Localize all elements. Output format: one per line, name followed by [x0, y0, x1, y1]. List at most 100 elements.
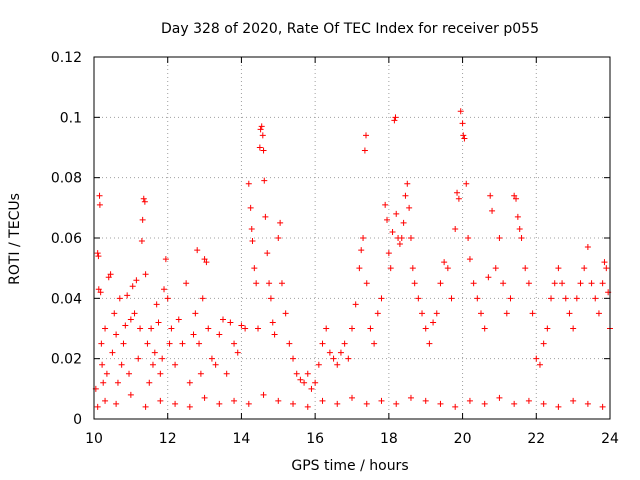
data-point — [400, 219, 407, 226]
data-point — [271, 331, 278, 338]
data-point — [319, 340, 326, 347]
data-point — [98, 340, 105, 347]
data-point — [465, 235, 472, 241]
data-point — [361, 147, 368, 154]
data-point — [363, 132, 370, 139]
data-point — [142, 403, 149, 410]
data-point — [382, 201, 389, 208]
data-point — [107, 271, 114, 278]
y-tick-label: 0.08 — [51, 171, 82, 187]
axis-ticks: 10 12 14 16 18 20 22 24 0 0.02 0.04 0.06 0.08 0.1 0.12 — [51, 50, 619, 447]
data-point — [540, 400, 547, 407]
data-point — [297, 376, 304, 383]
data-point — [269, 319, 276, 326]
data-point — [138, 238, 145, 245]
data-point — [144, 340, 151, 347]
data-point — [500, 280, 507, 287]
data-point — [157, 370, 164, 377]
data-point — [430, 319, 437, 326]
x-tick-label: 20 — [454, 431, 472, 447]
data-point — [205, 325, 212, 332]
data-point — [374, 310, 381, 317]
data-point — [393, 210, 400, 217]
data-point — [406, 204, 413, 211]
grid-lines — [94, 57, 610, 419]
data-point — [290, 400, 297, 407]
x-tick-label: 14 — [233, 431, 251, 447]
data-point — [162, 256, 169, 263]
data-point — [437, 400, 444, 407]
data-point — [562, 295, 569, 302]
data-point — [402, 192, 409, 199]
data-point — [255, 325, 262, 332]
data-point — [142, 271, 149, 278]
data-point — [518, 235, 525, 241]
data-point — [466, 397, 473, 404]
y-tick-label: 0 — [73, 412, 82, 428]
data-point — [570, 397, 577, 404]
data-point — [133, 277, 140, 284]
data-point — [384, 216, 391, 223]
data-point — [196, 340, 203, 347]
data-point — [253, 280, 260, 287]
data-point — [175, 316, 182, 323]
data-point — [194, 247, 201, 254]
data-point — [584, 400, 591, 407]
data-point — [109, 349, 116, 356]
data-point — [242, 325, 249, 332]
data-point — [433, 310, 440, 317]
data-point — [522, 265, 529, 272]
data-point — [116, 295, 123, 302]
data-point — [304, 403, 311, 410]
data-point — [533, 355, 540, 362]
data-point — [540, 340, 547, 347]
data-point — [286, 340, 293, 347]
data-point — [199, 295, 206, 302]
data-point — [334, 361, 341, 368]
data-point — [514, 213, 521, 220]
data-point — [323, 325, 330, 332]
data-point — [489, 207, 496, 214]
data-point — [407, 394, 414, 401]
data-point — [216, 331, 223, 338]
data-point — [157, 397, 164, 404]
data-point — [455, 195, 462, 202]
data-point — [203, 259, 210, 266]
data-point — [371, 340, 378, 347]
x-tick-label: 22 — [527, 431, 545, 447]
data-point — [367, 325, 374, 332]
data-point — [398, 235, 405, 241]
data-point — [278, 280, 285, 287]
data-point — [409, 265, 416, 272]
data-point — [315, 361, 322, 368]
data-point — [127, 391, 134, 398]
data-point — [220, 316, 226, 323]
data-point — [140, 195, 147, 202]
data-point — [599, 280, 606, 287]
data-point — [595, 310, 602, 317]
data-point — [441, 259, 448, 266]
data-point — [262, 213, 269, 220]
data-point — [426, 340, 433, 347]
data-point — [94, 403, 101, 410]
data-point — [113, 331, 120, 338]
data-point — [223, 370, 230, 377]
data-point — [293, 370, 300, 377]
data-point — [570, 325, 577, 332]
data-point — [349, 325, 355, 332]
data-point — [245, 180, 252, 187]
data-point — [341, 340, 348, 347]
data-point — [290, 355, 297, 362]
data-point — [166, 340, 173, 347]
data-point — [415, 295, 422, 302]
data-point — [603, 265, 610, 272]
data-point — [186, 403, 193, 410]
data-point — [448, 295, 455, 302]
data-point — [137, 325, 144, 332]
data-point — [96, 201, 103, 208]
data-point — [183, 280, 190, 287]
data-point — [461, 135, 468, 142]
data-point — [308, 385, 315, 392]
data-point — [573, 295, 580, 302]
